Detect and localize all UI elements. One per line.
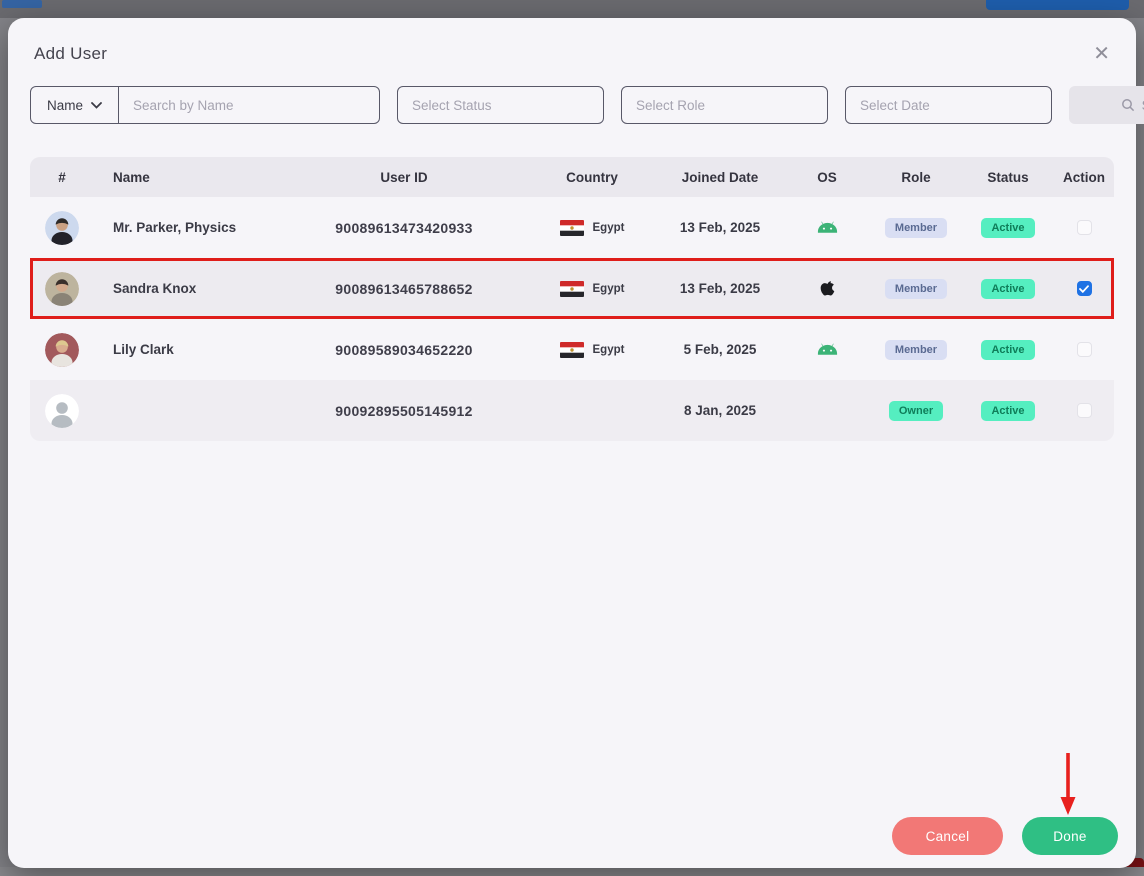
android-icon — [817, 221, 837, 233]
column-header: Action — [1063, 169, 1105, 185]
done-button[interactable]: Done — [1022, 817, 1118, 855]
name-filter-dropdown[interactable]: Name — [31, 87, 119, 123]
joined-date: 13 Feb, 2025 — [679, 281, 761, 296]
add-user-modal: Add User ✕ Name Search # Name User ID Count… — [8, 18, 1144, 868]
chevron-down-icon — [91, 101, 102, 109]
status-badge: Active — [981, 278, 1035, 299]
table-row[interactable]: Sandra Knox 90089613465788652 Egypt 13 Feb,… — [30, 258, 1114, 319]
role-badge: Member — [884, 278, 948, 299]
country-label: Egypt — [592, 221, 625, 234]
status-select[interactable] — [397, 86, 604, 124]
user-name: Lily Clark — [113, 342, 174, 357]
joined-date: 13 Feb, 2025 — [679, 220, 761, 235]
role-badge: Owner — [888, 400, 944, 421]
background-app-bottombar — [0, 867, 1144, 876]
user-id: 90089589034652220 — [335, 341, 473, 358]
country-label: Egypt — [592, 282, 625, 295]
egypt-flag-icon — [559, 219, 584, 236]
egypt-flag-icon — [559, 341, 584, 358]
modal-header: Add User ✕ — [8, 18, 1136, 64]
name-filter-label: Name — [46, 97, 83, 113]
background-app-link-fragment — [2, 0, 42, 8]
column-header: Country — [566, 169, 618, 185]
role-badge: Member — [884, 339, 948, 360]
user-name: Mr. Parker, Physics — [113, 220, 237, 235]
filter-bar: Name Search — [30, 86, 1144, 124]
avatar — [45, 393, 79, 428]
column-header: Role — [901, 169, 931, 185]
row-select-checkbox[interactable] — [1076, 342, 1092, 357]
column-header: Joined Date — [681, 169, 759, 185]
annotation-arrow-pointing-done — [1060, 753, 1076, 815]
table-row[interactable]: 90092895505145912 8 Jan, 2025 Owner Active — [30, 380, 1114, 441]
column-header: # — [58, 169, 66, 185]
close-icon[interactable]: ✕ — [1093, 43, 1110, 65]
search-icon — [1121, 99, 1134, 112]
joined-date: 5 Feb, 2025 — [683, 342, 757, 357]
table-row[interactable]: Mr. Parker, Physics 90089613473420933 Egyp… — [30, 197, 1114, 258]
background-app-blue-button — [986, 0, 1129, 10]
row-select-checkbox[interactable] — [1076, 403, 1092, 418]
search-input[interactable] — [119, 87, 379, 123]
column-header: Name — [113, 169, 150, 185]
cancel-button[interactable]: Cancel — [892, 817, 1003, 855]
user-name: Sandra Knox — [113, 281, 197, 296]
status-badge: Active — [981, 339, 1035, 360]
egypt-flag-icon — [559, 280, 584, 297]
status-badge: Active — [981, 400, 1035, 421]
column-header: OS — [817, 169, 837, 185]
users-table: # Name User ID Country Joined Date OS Role Stat… — [30, 157, 1114, 441]
table-header-row: # Name User ID Country Joined Date OS Role Stat… — [30, 157, 1114, 197]
user-id: 90092895505145912 — [335, 402, 473, 419]
apple-icon — [820, 280, 834, 295]
android-icon — [817, 343, 837, 355]
background-app-topbar — [0, 0, 1144, 18]
avatar — [45, 210, 79, 245]
status-badge: Active — [981, 217, 1035, 238]
search-button[interactable]: Search — [1069, 86, 1144, 124]
user-id: 90089613465788652 — [335, 280, 473, 297]
modal-footer: Cancel Done — [892, 817, 1118, 855]
table-row[interactable]: Lily Clark 90089589034652220 Egypt 5 Feb, 2… — [30, 319, 1114, 380]
search-button-label: Search — [1142, 98, 1144, 113]
column-header: Status — [987, 169, 1029, 185]
country-label: Egypt — [592, 343, 625, 356]
checkmark-icon — [1079, 284, 1089, 293]
avatar — [45, 332, 79, 367]
table-body: Mr. Parker, Physics 90089613473420933 Egyp… — [30, 197, 1114, 441]
row-select-checkbox[interactable] — [1076, 220, 1092, 235]
role-select[interactable] — [621, 86, 828, 124]
role-badge: Member — [884, 217, 948, 238]
user-id: 90089613473420933 — [335, 219, 473, 236]
column-header: User ID — [380, 169, 428, 185]
name-search-group: Name — [30, 86, 380, 124]
modal-title: Add User — [34, 44, 108, 63]
date-select[interactable] — [845, 86, 1052, 124]
joined-date: 8 Jan, 2025 — [683, 403, 757, 418]
row-select-checkbox[interactable] — [1076, 281, 1092, 296]
avatar — [45, 271, 79, 306]
